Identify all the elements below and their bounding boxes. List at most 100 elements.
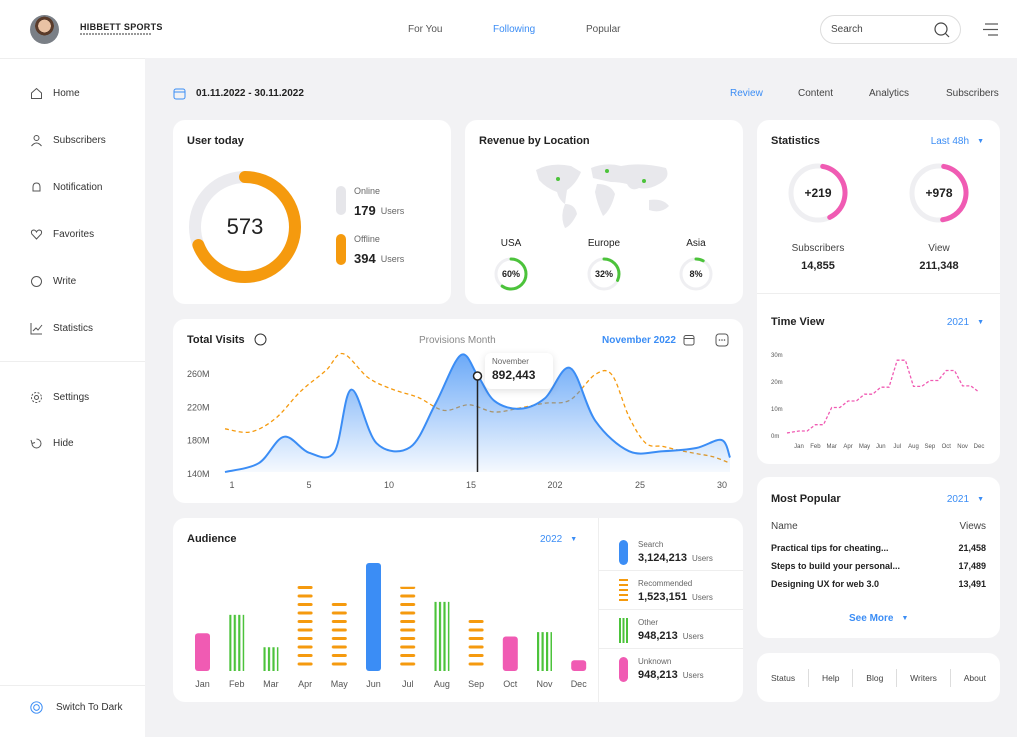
visits-period[interactable]: November 2022 — [602, 335, 676, 346]
footer-link-status[interactable]: Status — [771, 672, 796, 683]
sidebar-item-hide[interactable]: Hide — [30, 437, 74, 450]
period-label: 2021 — [946, 317, 970, 328]
more-icon[interactable] — [715, 333, 729, 347]
x-tick-label: Dec — [974, 444, 985, 450]
brand-tagline — [80, 33, 152, 35]
source-marker — [619, 618, 628, 643]
y-tick-label: 180M — [187, 436, 210, 446]
tab-content[interactable]: Content — [798, 88, 834, 99]
x-tick-label: Jun — [366, 679, 381, 689]
avatar[interactable] — [30, 15, 59, 44]
source-stat: 1,523,151 Users — [638, 591, 713, 603]
x-tick-label: 15 — [466, 480, 476, 490]
calendar-icon[interactable] — [683, 334, 695, 346]
footer-link-writers[interactable]: Writers — [910, 672, 937, 683]
calendar-icon[interactable] — [173, 87, 186, 100]
region-percent: 8% — [689, 269, 703, 279]
see-more-button[interactable]: See More ▼ — [849, 613, 908, 624]
divider — [808, 668, 810, 687]
date-range[interactable]: 01.11.2022 - 30.11.2022 — [196, 88, 304, 99]
footer-link-blog[interactable]: Blog — [866, 672, 884, 683]
x-tick-label: Apr — [298, 679, 312, 689]
x-tick-label: Apr — [843, 444, 852, 450]
tab-for-you[interactable]: For You — [408, 24, 443, 35]
tooltip-label: November — [492, 357, 529, 366]
search-box[interactable]: Search — [820, 15, 961, 44]
tab-review[interactable]: Review — [730, 88, 763, 99]
search-icon[interactable] — [934, 21, 950, 38]
revenue-card: Revenue by Location USA 60% Europe 32% A… — [465, 120, 743, 304]
y-tick-label: 220M — [187, 402, 210, 412]
stat-ring — [909, 163, 969, 223]
sidebar-item-subscribers[interactable]: Subscribers — [30, 134, 106, 147]
source-label: Search — [638, 540, 664, 549]
bar — [434, 601, 450, 671]
menu-icon[interactable] — [983, 23, 998, 36]
sidebar-item-label: Write — [53, 276, 77, 287]
tab-following[interactable]: Following — [493, 24, 536, 35]
sidebar-item-settings[interactable]: Settings — [30, 391, 89, 404]
stat-view: +978 View 211,348 — [900, 160, 978, 272]
period-label: Last 48h — [930, 136, 970, 147]
source-unit: Users — [682, 670, 704, 680]
card-title: User today — [187, 135, 244, 147]
bar — [297, 584, 313, 671]
bar — [400, 586, 416, 671]
x-tick-label: Nov — [957, 444, 968, 450]
stat-ring — [788, 163, 848, 223]
stat-label: View — [928, 243, 950, 254]
region-europe: Europe 32% — [582, 238, 626, 297]
user-donut — [189, 171, 301, 283]
x-tick-label: Feb — [229, 679, 245, 689]
sidebar-item-write[interactable]: Write — [30, 275, 76, 288]
divider — [896, 668, 898, 687]
time-view-period-dropdown[interactable]: 2021 ▼ — [947, 317, 984, 328]
user-total: 573 — [226, 214, 264, 239]
caret-down-icon: ▼ — [977, 496, 984, 503]
table-row[interactable]: Steps to build your personal... 17,489 — [771, 561, 986, 571]
tab-analytics[interactable]: Analytics — [869, 88, 910, 99]
sidebar-item-favorites[interactable]: Favorites — [30, 228, 94, 241]
sidebar-item-notification[interactable]: Notification — [30, 181, 102, 194]
audience-card: Audience 2022 ▼ Jan Feb Mar Apr May Jun Jul Aug… — [173, 518, 743, 702]
column-header-name: Name — [771, 521, 798, 532]
source-item-recommended: Recommended 1,523,151 Users — [599, 571, 743, 610]
bar — [537, 632, 552, 671]
x-tick-label: Mar — [827, 444, 837, 450]
time-view-title: Time View — [771, 316, 825, 328]
table-row[interactable]: Practical tips for cheating... 21,458 — [771, 543, 986, 553]
x-tick-label: Jul — [893, 444, 901, 450]
source-label: Other — [638, 618, 659, 627]
popular-period-dropdown[interactable]: 2021 ▼ — [947, 494, 984, 505]
audience-period-dropdown[interactable]: 2022 ▼ — [540, 534, 577, 545]
footer-link-about[interactable]: About — [963, 672, 986, 683]
offline-stat: 394 Users — [354, 251, 404, 266]
tab-popular[interactable]: Popular — [586, 24, 621, 35]
info-icon[interactable] — [254, 333, 267, 346]
bar — [195, 633, 210, 671]
sidebar-item-statistics[interactable]: Statistics — [30, 322, 93, 335]
x-tick-label: May — [331, 679, 349, 689]
period-dropdown[interactable]: Last 48h ▼ — [931, 136, 984, 147]
period-label: 2021 — [946, 494, 970, 505]
bar — [229, 614, 245, 671]
x-tick-label: Aug — [908, 444, 919, 450]
sidebar-item-label: Hide — [53, 438, 74, 449]
x-tick-label: 1 — [229, 480, 234, 490]
sidebar-item-home[interactable]: Home — [30, 87, 80, 100]
most-popular-card: Most Popular 2021 ▼ Name Views Practical… — [757, 477, 1000, 638]
row-name: Designing UX for web 3.0 — [771, 579, 880, 589]
x-tick-label: 5 — [306, 480, 311, 490]
tab-subscribers[interactable]: Subscribers — [946, 88, 999, 99]
search-input[interactable]: Search — [831, 24, 863, 35]
dark-mode-toggle[interactable]: Switch To Dark — [30, 701, 123, 714]
table-row[interactable]: Designing UX for web 3.0 13,491 — [771, 579, 986, 589]
stat-badge: +978 — [925, 186, 953, 200]
visits-subtitle: Provisions Month — [419, 335, 496, 346]
card-divider — [757, 293, 1000, 294]
source-item-search: Search 3,124,213 Users — [599, 532, 743, 571]
footer-link-help[interactable]: Help — [821, 672, 840, 683]
sidebar-item-label: Settings — [53, 392, 90, 403]
region-percent: 60% — [501, 269, 520, 279]
divider — [852, 668, 854, 687]
